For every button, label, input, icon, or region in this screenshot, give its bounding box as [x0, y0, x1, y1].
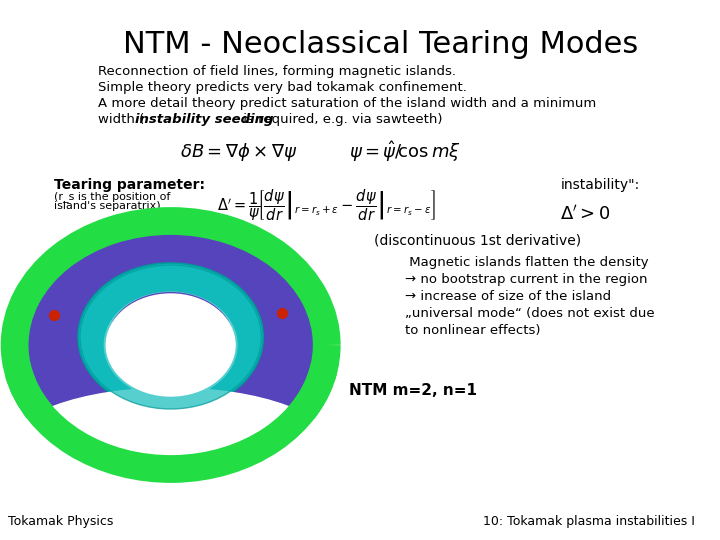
Text: Tokamak Physics: Tokamak Physics	[8, 515, 113, 528]
Ellipse shape	[107, 291, 235, 391]
Text: island's separatrix): island's separatrix)	[54, 201, 161, 211]
Text: Simple theory predicts very bad tokamak confinement.: Simple theory predicts very bad tokamak …	[97, 81, 467, 94]
Text: instability seeding: instability seeding	[135, 113, 274, 126]
Text: „universal mode“ (does not exist due: „universal mode“ (does not exist due	[405, 307, 654, 320]
Ellipse shape	[104, 292, 237, 398]
Text: NTM m=2, n=1: NTM m=2, n=1	[349, 383, 477, 398]
Ellipse shape	[107, 294, 235, 396]
Text: to nonlinear effects): to nonlinear effects)	[405, 324, 540, 337]
Ellipse shape	[78, 263, 264, 411]
Ellipse shape	[80, 265, 261, 409]
Ellipse shape	[27, 233, 315, 457]
Text: Reconnection of field lines, forming magnetic islands.: Reconnection of field lines, forming mag…	[97, 65, 456, 78]
Text: NTM - Neoclassical Tearing Modes: NTM - Neoclassical Tearing Modes	[123, 30, 638, 59]
Text: → increase of size of the island: → increase of size of the island	[405, 290, 611, 303]
Text: $\Delta' > 0$: $\Delta' > 0$	[560, 205, 611, 224]
Text: D.P. Brennan, et. al., 2004: D.P. Brennan, et. al., 2004	[98, 462, 243, 472]
Text: instability":: instability":	[561, 178, 640, 192]
Text: 10: Tokamak plasma instabilities I: 10: Tokamak plasma instabilities I	[482, 515, 695, 528]
Ellipse shape	[110, 297, 231, 393]
Text: Tearing parameter:: Tearing parameter:	[54, 178, 204, 192]
Text: $\delta B = \nabla\phi \times \nabla\psi$: $\delta B = \nabla\phi \times \nabla\psi…	[180, 141, 298, 163]
Text: $\psi = \hat{\psi}/\!\cos m\xi$: $\psi = \hat{\psi}/\!\cos m\xi$	[348, 140, 461, 164]
Text: $\Delta' = \dfrac{1}{\psi}\!\left[\left.\dfrac{d\psi}{dr}\right|_{r=r_s+\varepsi: $\Delta' = \dfrac{1}{\psi}\!\left[\left.…	[217, 187, 436, 223]
Text: is required, e.g. via sawteeth): is required, e.g. via sawteeth)	[238, 113, 442, 126]
Ellipse shape	[107, 292, 234, 390]
Text: Magnetic islands flatten the density: Magnetic islands flatten the density	[405, 256, 649, 269]
Text: (discontinuous 1st derivative): (discontinuous 1st derivative)	[374, 234, 582, 248]
Text: A more detail theory predict saturation of the island width and a minimum: A more detail theory predict saturation …	[97, 97, 595, 110]
Ellipse shape	[6, 388, 335, 510]
Text: → no bootstrap current in the region: → no bootstrap current in the region	[405, 273, 647, 286]
Text: (r_s is the position of: (r_s is the position of	[54, 191, 170, 202]
Text: width (: width (	[97, 113, 144, 126]
